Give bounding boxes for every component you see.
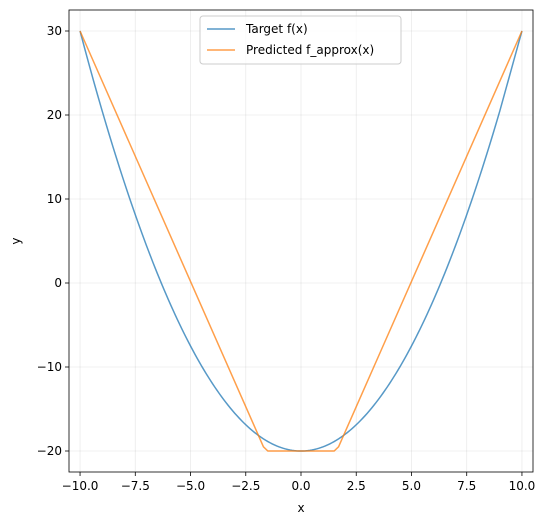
axis-ticks: −10.0 −7.5 −5.0 −2.5 0.0 2.5 5.0 7.5 10.0 −20 −10 0… [37,24,536,493]
x-tick-label: −2.5 [231,479,260,493]
x-tick-label: −7.5 [121,479,150,493]
y-tick-label: 20 [47,108,62,122]
x-tick-label: −5.0 [176,479,205,493]
x-tick-label: −10.0 [62,479,99,493]
x-axis-label: x [297,501,304,515]
x-tick-label: 7.5 [457,479,476,493]
x-tick-label: 5.0 [402,479,421,493]
y-axis-label: y [9,237,23,244]
grid [69,10,533,472]
legend-label-predicted: Predicted f_approx(x) [246,43,374,57]
y-tick-label: −10 [37,360,62,374]
y-tick-label: 10 [47,192,62,206]
y-tick-label: 0 [54,276,62,290]
y-tick-label: −20 [37,444,62,458]
x-tick-label: 0.0 [291,479,310,493]
x-tick-label: 10.0 [509,479,536,493]
legend: Target f(x) Predicted f_approx(x) [200,16,401,64]
x-tick-label: 2.5 [347,479,366,493]
legend-label-target: Target f(x) [245,22,308,36]
y-tick-label: 30 [47,24,62,38]
